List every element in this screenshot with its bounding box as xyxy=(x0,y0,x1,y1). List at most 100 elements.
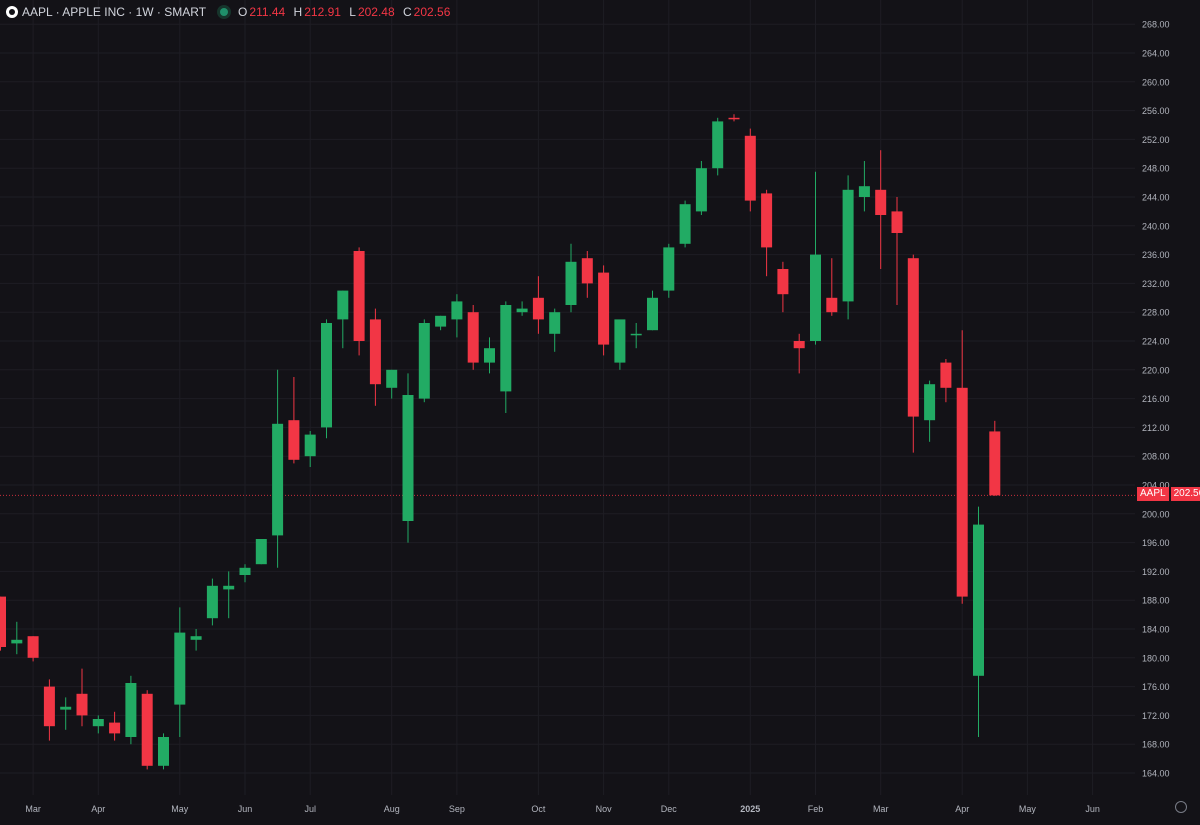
x-tick-label: Mar xyxy=(25,804,41,814)
candle-body xyxy=(337,290,349,320)
candle-body xyxy=(663,247,675,291)
candle-body xyxy=(695,168,707,212)
candle-body xyxy=(451,301,463,320)
y-tick-label: 264.00 xyxy=(1142,49,1170,59)
candle-body xyxy=(304,434,316,457)
y-tick-label: 240.00 xyxy=(1142,221,1170,231)
x-tick-label: Feb xyxy=(808,804,824,814)
apple-logo-icon xyxy=(6,6,18,18)
y-tick-label: 244.00 xyxy=(1142,193,1170,203)
y-tick-label: 228.00 xyxy=(1142,308,1170,318)
candle-body xyxy=(386,369,398,388)
y-tick-label: 204.00 xyxy=(1142,481,1170,491)
y-tick-label: 212.00 xyxy=(1142,423,1170,433)
high-value: 212.91 xyxy=(304,5,341,19)
y-tick-label: 224.00 xyxy=(1142,337,1170,347)
x-tick-label: Dec xyxy=(661,804,678,814)
candle-body xyxy=(125,683,137,737)
y-tick-label: 248.00 xyxy=(1142,164,1170,174)
candle-body xyxy=(614,319,626,363)
last-price-tag: AAPL 202.56 xyxy=(1137,487,1200,501)
y-tick-label: 260.00 xyxy=(1142,77,1170,87)
candle-body xyxy=(141,693,153,766)
candle-body xyxy=(956,387,968,597)
price-tag-symbol: AAPL xyxy=(1137,487,1169,501)
y-tick-label: 220.00 xyxy=(1142,365,1170,375)
candle-body xyxy=(581,258,593,284)
candle-body xyxy=(728,117,740,120)
close-value: 202.56 xyxy=(413,5,451,19)
candle-body xyxy=(369,319,381,385)
close-label: C xyxy=(403,5,412,19)
candle-body xyxy=(647,297,658,331)
candle-body xyxy=(973,524,984,676)
x-tick-label: Jun xyxy=(1085,804,1100,814)
y-tick-label: 200.00 xyxy=(1142,509,1170,519)
candle-body xyxy=(712,121,724,169)
x-tick-label: Sep xyxy=(449,804,465,814)
candle-body xyxy=(907,258,919,417)
candle-body xyxy=(793,341,805,349)
candle-body xyxy=(255,539,267,565)
low-value: 202.48 xyxy=(357,5,395,19)
candle-body xyxy=(924,384,936,421)
candle-body xyxy=(174,632,186,705)
candle-body xyxy=(989,431,1001,496)
candle-body xyxy=(516,308,528,313)
y-tick-label: 256.00 xyxy=(1142,106,1170,116)
candle-body xyxy=(565,261,577,305)
candle-body xyxy=(239,567,251,575)
x-tick-label: Apr xyxy=(91,804,105,814)
y-tick-label: 176.00 xyxy=(1142,682,1170,692)
candle-body xyxy=(842,189,854,302)
settings-gear-icon[interactable] xyxy=(1175,801,1187,813)
candle-body xyxy=(27,636,39,658)
y-tick-label: 208.00 xyxy=(1142,452,1170,462)
candle-body xyxy=(467,312,479,363)
candle-body xyxy=(532,297,544,320)
candle-body xyxy=(206,585,218,619)
low-label: L xyxy=(349,5,356,19)
y-tick-label: 232.00 xyxy=(1142,279,1170,289)
candle-body xyxy=(630,333,642,336)
candle-body xyxy=(272,423,284,536)
candle-body xyxy=(484,348,495,363)
candle-body xyxy=(190,636,202,640)
candle-body xyxy=(777,269,789,295)
x-tick-label: May xyxy=(1019,804,1037,814)
candle-body xyxy=(353,251,365,341)
candle-body xyxy=(549,312,561,334)
x-tick-label: Oct xyxy=(531,804,546,814)
candle-body xyxy=(875,189,887,215)
symbol-title[interactable]: AAPL · APPLE INC · 1W · SMART xyxy=(22,5,207,19)
candle-body xyxy=(288,420,300,460)
candle-body xyxy=(0,596,6,647)
y-tick-label: 236.00 xyxy=(1142,250,1170,260)
x-tick-label: Apr xyxy=(955,804,969,814)
y-tick-label: 192.00 xyxy=(1142,567,1170,577)
y-tick-label: 252.00 xyxy=(1142,135,1170,145)
y-tick-label: 168.00 xyxy=(1142,740,1170,750)
y-tick-label: 268.00 xyxy=(1142,20,1170,30)
candle-body xyxy=(598,272,610,345)
candle-body xyxy=(418,323,430,399)
high-label: H xyxy=(293,5,303,19)
candle-body xyxy=(435,315,447,327)
y-tick-label: 216.00 xyxy=(1142,394,1170,404)
x-tick-label: Aug xyxy=(384,804,400,814)
candle-body xyxy=(402,395,414,521)
candle-body xyxy=(679,204,691,244)
candle-body xyxy=(76,693,88,716)
candle-body xyxy=(60,706,72,710)
y-tick-label: 172.00 xyxy=(1142,711,1170,721)
candle-body xyxy=(810,254,821,341)
price-tag-value: 202.56 xyxy=(1170,487,1200,501)
candle-body xyxy=(92,719,104,727)
x-tick-label: Jul xyxy=(304,804,316,814)
x-tick-label: May xyxy=(171,804,189,814)
candle-body xyxy=(858,186,870,197)
candle-body xyxy=(500,305,512,392)
candle-body xyxy=(826,297,838,313)
open-value: 211.44 xyxy=(249,5,286,19)
